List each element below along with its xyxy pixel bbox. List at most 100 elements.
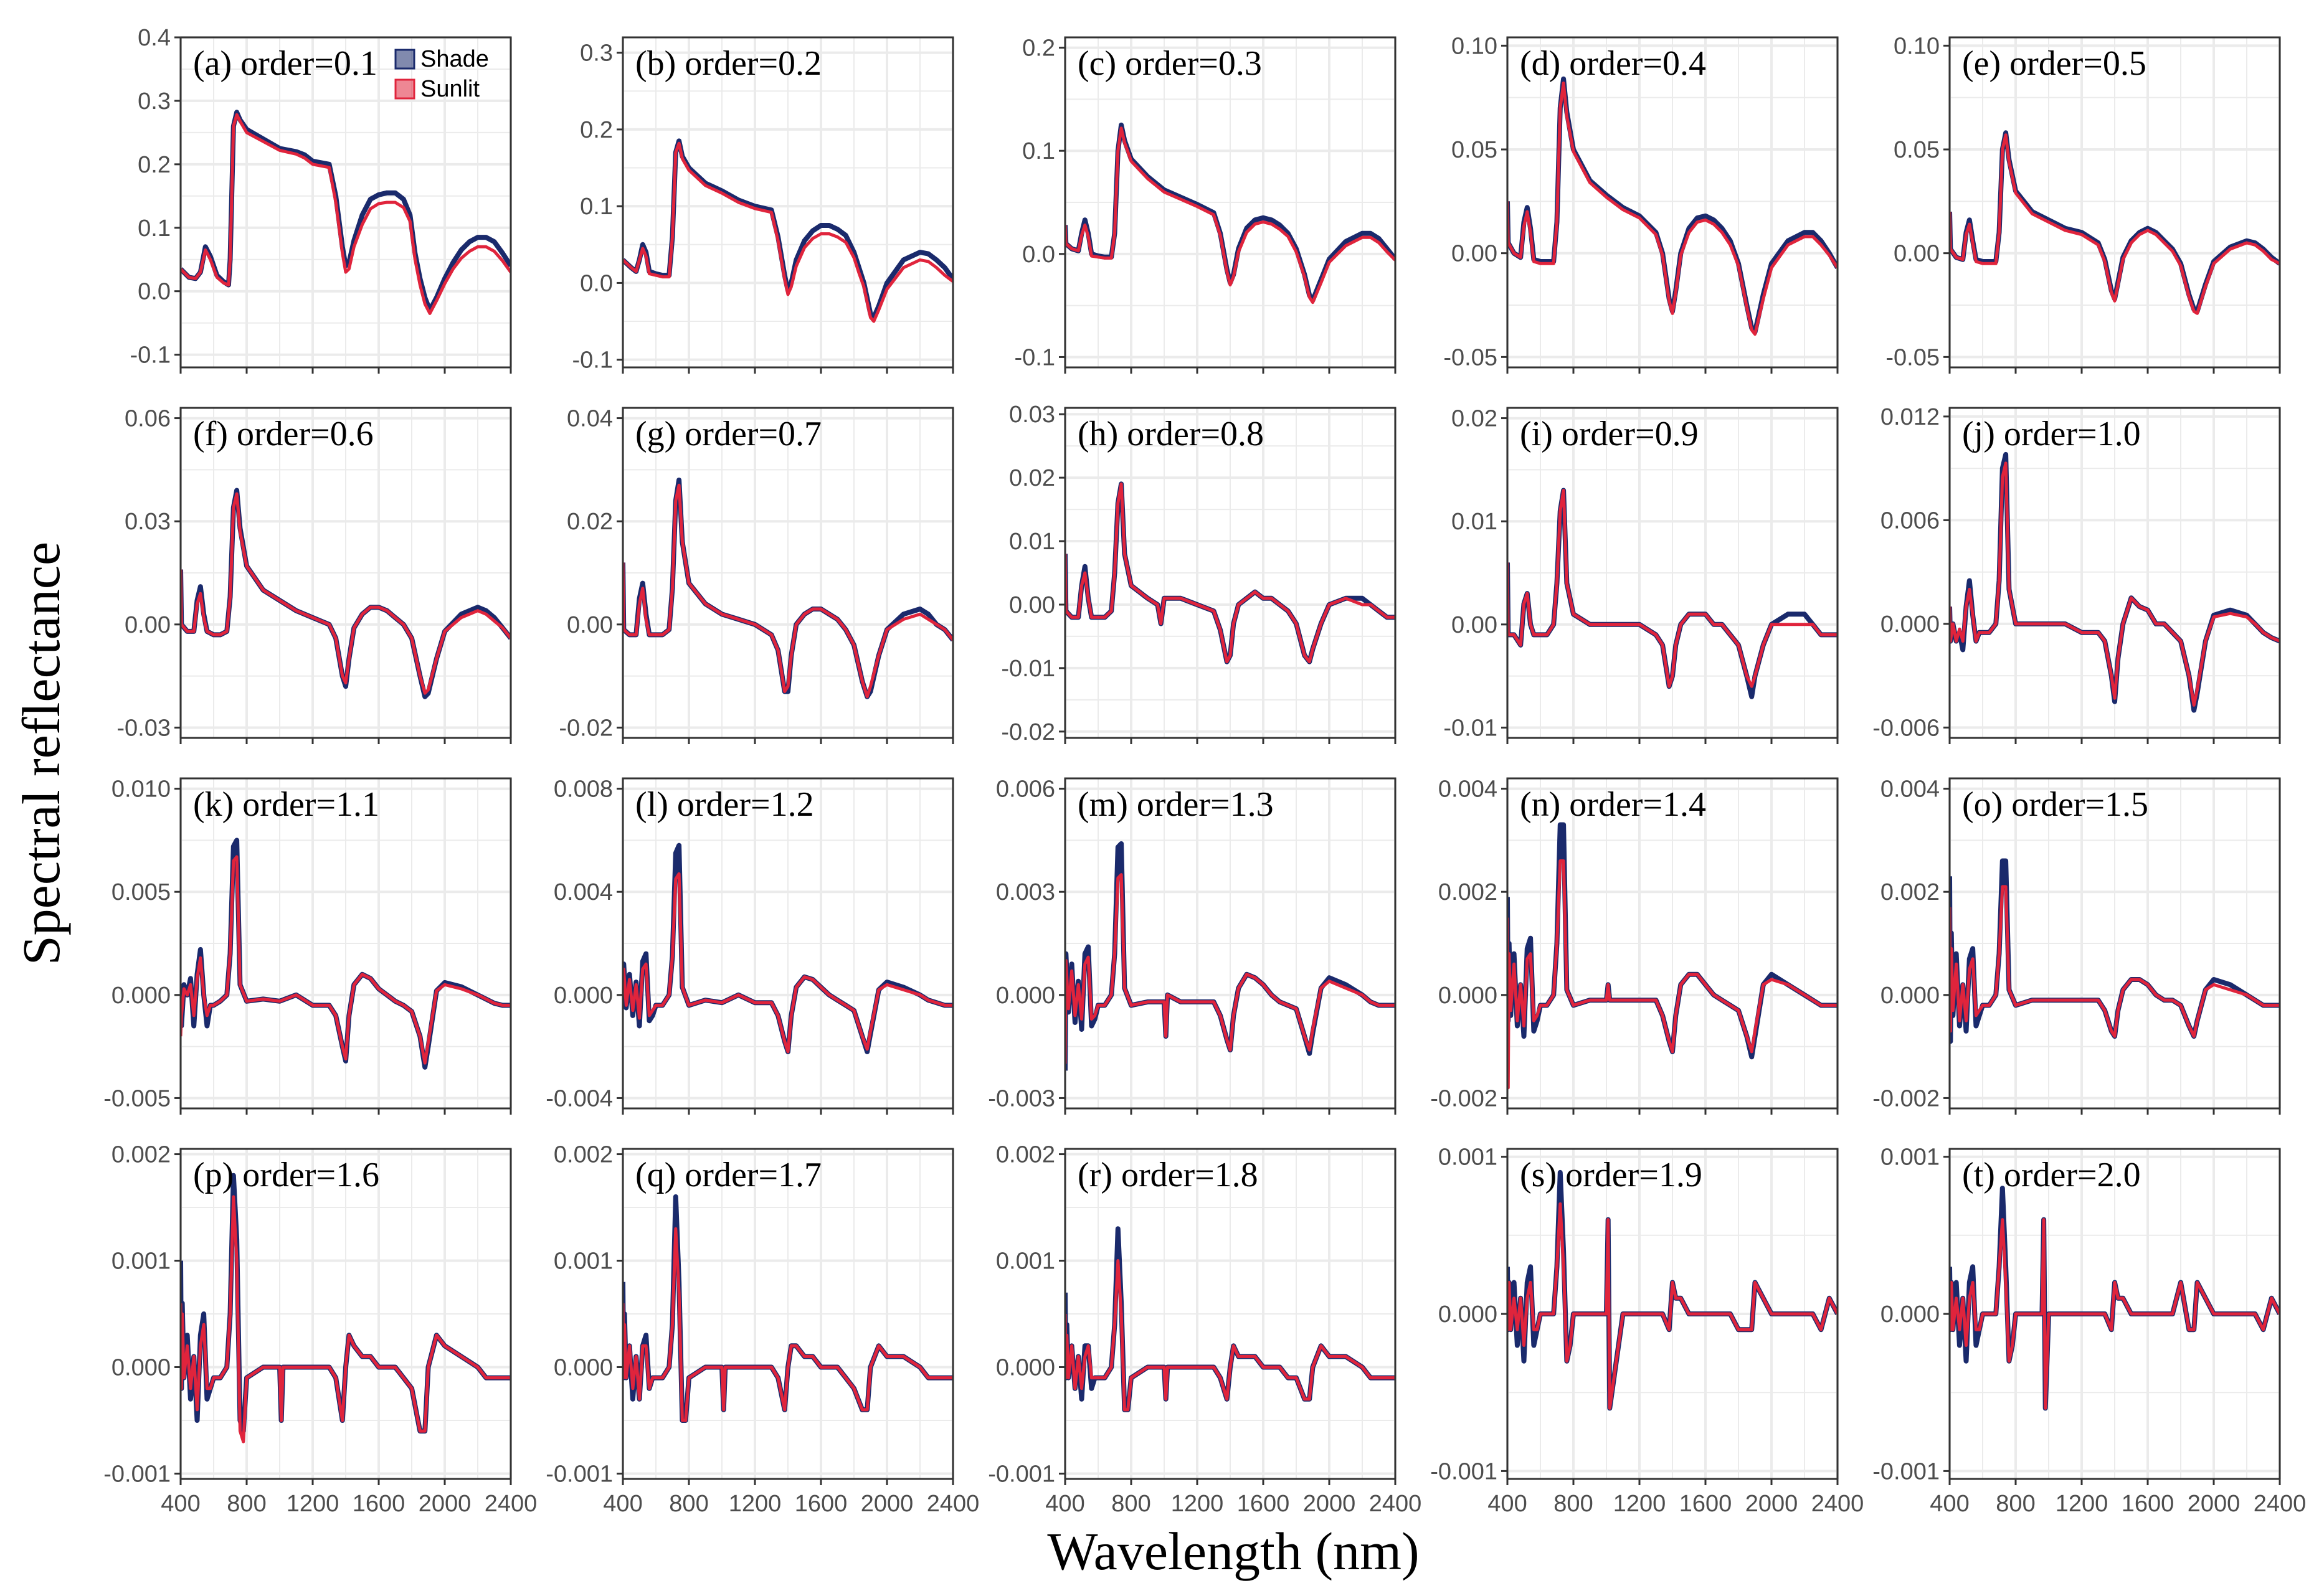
y-tick-label: 0.006 <box>1880 508 1940 534</box>
x-tick-label: 800 <box>1996 1491 2035 1517</box>
y-tick-label: -0.05 <box>1443 344 1497 371</box>
y-tick-label: -0.002 <box>1430 1085 1497 1112</box>
y-tick-label: -0.02 <box>1001 719 1055 745</box>
y-tick-label: 0.004 <box>1438 777 1497 803</box>
y-tick-label: 0.1 <box>580 194 613 220</box>
panel-8: -0.01 0.00 0.01 0.02 (i) order=0.9 <box>1443 406 1839 744</box>
y-tick-label: 0.006 <box>996 777 1055 803</box>
y-tick-label: 0.00 <box>1451 241 1497 267</box>
panel-17: -0.001 0.000 0.001 0.002 400 800 1200 1600 2000 2… <box>988 1142 1421 1517</box>
y-tick-label: 0.2 <box>580 117 613 143</box>
x-tick-label: 800 <box>669 1491 708 1517</box>
series-sunlit <box>1950 133 2280 315</box>
y-tick-label: 0.008 <box>554 777 613 803</box>
series-sunlit <box>1065 482 1395 664</box>
y-tick-label: 0.001 <box>1880 1145 1940 1171</box>
panel-title: (d) order=0.4 <box>1520 44 1706 83</box>
x-tick-label: 2000 <box>1303 1491 1356 1517</box>
x-tick-label: 2000 <box>861 1491 914 1517</box>
x-tick-label: 1600 <box>1237 1491 1290 1517</box>
y-tick-label: -0.006 <box>1872 715 1940 741</box>
y-tick-label: 0.002 <box>996 1142 1055 1168</box>
panel-title: (c) order=0.3 <box>1078 44 1262 83</box>
y-tick-label: 0.3 <box>580 40 613 67</box>
x-tick-label: 400 <box>603 1491 642 1517</box>
y-tick-label: 0.001 <box>111 1249 171 1275</box>
panel-6: -0.02 0.00 0.02 0.04 (g) order=0.7 <box>559 406 954 744</box>
y-tick-label: 0.0 <box>1022 242 1055 268</box>
y-tick-label: 0.000 <box>1438 983 1497 1009</box>
y-tick-label: 0.001 <box>996 1249 1055 1275</box>
y-tick-label: 0.2 <box>138 152 171 178</box>
panel-title: (b) order=0.2 <box>635 44 822 83</box>
y-tick-label: 0.3 <box>138 88 171 115</box>
y-tick-label: 0.002 <box>1438 879 1497 905</box>
legend-label-shade: Shade <box>420 46 489 72</box>
series-sunlit <box>1950 1218 2280 1410</box>
y-tick-label: 0.10 <box>1894 33 1940 59</box>
y-tick-label: 0.00 <box>1894 241 1940 267</box>
x-tick-label: 800 <box>1111 1491 1150 1517</box>
panel-frame <box>622 36 954 369</box>
y-tick-label: -0.01 <box>1001 656 1055 682</box>
x-tick-label: 2400 <box>927 1491 980 1517</box>
y-tick-label: -0.01 <box>1443 715 1497 741</box>
y-tick-label: 0.05 <box>1894 137 1940 163</box>
x-tick-label: 400 <box>1045 1491 1084 1517</box>
x-axis-title: Wavelength (nm) <box>1047 1521 1419 1581</box>
y-tick-label: 0.02 <box>1451 406 1497 432</box>
x-tick-label: 2000 <box>2188 1491 2241 1517</box>
y-tick-label: 0.000 <box>996 983 1055 1009</box>
y-tick-label: 0.000 <box>1880 1301 1940 1328</box>
series-sunlit <box>1950 885 2280 1038</box>
x-tick-label: 2400 <box>1811 1491 1864 1517</box>
panel-title: (g) order=0.7 <box>635 415 822 453</box>
panel-frame <box>1948 777 2281 1110</box>
panel-frame <box>1506 777 1839 1110</box>
panel-frame <box>622 777 954 1110</box>
y-tick-label: 0.02 <box>1009 465 1055 491</box>
panel-title: (f) order=0.6 <box>193 415 374 453</box>
y-tick-label: -0.001 <box>546 1461 613 1487</box>
y-axis-title: Spectral reflectance <box>11 542 71 965</box>
y-tick-label: 0.00 <box>125 612 171 638</box>
series-sunlit <box>1065 1259 1395 1412</box>
y-tick-label: 0.001 <box>1438 1145 1497 1171</box>
y-tick-label: -0.005 <box>103 1085 171 1112</box>
x-tick-label: 1200 <box>1171 1491 1224 1517</box>
panel-2: -0.1 0.0 0.1 0.2 (c) order=0.3 <box>1015 35 1397 374</box>
x-tick-label: 400 <box>161 1491 200 1517</box>
series-sunlit <box>1065 126 1395 305</box>
x-tick-label: 1200 <box>729 1491 782 1517</box>
panel-1: -0.1 0.0 0.1 0.2 0.3 (b) order=0.2 <box>572 36 954 374</box>
y-tick-label: 0.010 <box>111 777 171 803</box>
panel-frame <box>622 1148 954 1480</box>
panel-frame <box>622 407 954 739</box>
x-tick-label: 1200 <box>2056 1491 2108 1517</box>
y-tick-label: 0.000 <box>554 1354 613 1381</box>
x-tick-label: 1600 <box>2122 1491 2174 1517</box>
y-tick-label: 0.1 <box>1022 138 1055 164</box>
panel-19: -0.001 0.000 0.001 400 800 1200 1600 2000 2400 (t… <box>1872 1145 2306 1517</box>
panel-18: -0.001 0.000 0.001 400 800 1200 1600 2000 2400 (s… <box>1430 1145 1864 1517</box>
panel-frame <box>179 407 512 739</box>
series-sunlit <box>1507 489 1838 688</box>
panel-title: (h) order=0.8 <box>1078 415 1264 453</box>
y-tick-label: 0.01 <box>1009 529 1055 555</box>
panel-16: -0.001 0.000 0.001 0.002 400 800 1200 1600 2000 2… <box>546 1142 979 1517</box>
y-tick-label: 0.003 <box>996 879 1055 905</box>
panel-title: (s) order=1.9 <box>1520 1156 1702 1194</box>
y-tick-label: 0.06 <box>125 406 171 432</box>
x-tick-label: 400 <box>1930 1491 1969 1517</box>
x-tick-label: 2400 <box>2254 1491 2307 1517</box>
panel-frame <box>1064 36 1397 369</box>
panel-frame <box>1064 407 1397 739</box>
y-tick-label: 0.01 <box>1451 509 1497 535</box>
y-tick-label: -0.1 <box>130 342 171 369</box>
y-tick-label: 0.000 <box>111 1354 171 1381</box>
series-sunlit <box>181 492 511 695</box>
panel-frame <box>1948 36 2281 369</box>
y-tick-label: -0.05 <box>1885 344 1940 371</box>
panel-title: (p) order=1.6 <box>193 1156 379 1194</box>
